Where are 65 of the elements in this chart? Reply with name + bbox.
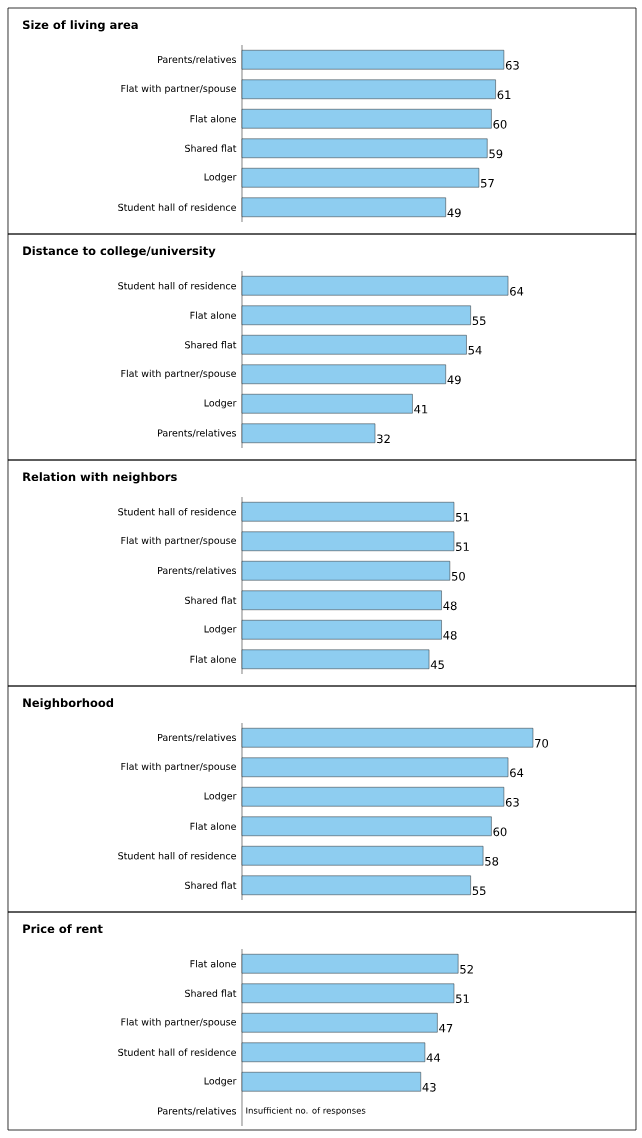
y-tick-label: Flat alone — [190, 115, 236, 123]
y-tick-label: Shared flat — [185, 341, 237, 349]
data-label: 60 — [493, 119, 507, 129]
y-tick-label: Shared flat — [185, 144, 237, 152]
y-tick-label: Lodger — [204, 399, 237, 409]
y-tick-label: Student hall of residence — [118, 203, 236, 211]
data-label: 63 — [505, 797, 519, 807]
data-label: 45 — [430, 660, 444, 669]
text: Price of rent — [23, 924, 103, 934]
text: Relation with neighbors — [23, 472, 177, 484]
y-tick-label: Flat alone — [190, 655, 236, 663]
y-tick-label: Shared flat — [185, 596, 237, 604]
data-label: 50 — [451, 571, 465, 581]
data-label: 51 — [456, 542, 469, 551]
data-label: 43 — [422, 1082, 436, 1092]
y-tick-label: Flat alone — [190, 960, 236, 968]
y-tick-label: Student hall of residence — [118, 508, 236, 516]
y-tick-label: Parents/relatives — [158, 733, 237, 742]
data-label: 32 — [377, 434, 390, 444]
y-tick-label: Lodger — [204, 173, 237, 183]
y-tick-label: Flat with partner/spouse — [121, 369, 236, 379]
data-label: 48 — [443, 630, 457, 640]
y-tick-label: Flat with partner/spouse — [121, 1018, 236, 1028]
text: Distance to college/university — [23, 246, 216, 258]
data-label: 51 — [456, 512, 469, 522]
y-tick-label: Flat with partner/spouse — [121, 84, 236, 94]
data-label: 57 — [481, 178, 494, 188]
text: Neighborhood — [23, 698, 114, 710]
y-tick-label: Shared flat — [185, 881, 237, 889]
y-tick-label: Flat with partner/spouse — [121, 762, 236, 772]
y-tick-label: Lodger — [204, 1077, 237, 1087]
y-tick-label: Shared flat — [185, 989, 237, 997]
text: Size of living area — [23, 20, 138, 32]
data-label: 55 — [472, 316, 486, 325]
y-tick-label: Parents/relatives — [158, 429, 237, 438]
y-tick-label: Lodger — [204, 625, 237, 635]
y-tick-label: Flat alone — [190, 311, 236, 319]
y-tick-label: Parents/relatives — [158, 55, 237, 64]
y-tick-label: Student hall of residence — [118, 852, 236, 860]
y-tick-label: Parents/relatives — [158, 1107, 237, 1116]
annotation: Insufficient no. of responses — [246, 1107, 366, 1116]
data-label: 64 — [510, 286, 524, 296]
data-label: 49 — [447, 208, 461, 218]
data-label: 44 — [426, 1053, 441, 1062]
data-label: 47 — [439, 1023, 453, 1033]
y-tick-label: Student hall of residence — [118, 1048, 236, 1056]
data-label: 70 — [535, 738, 549, 748]
data-label: 55 — [472, 886, 486, 895]
data-label: 48 — [443, 601, 457, 611]
data-label: 49 — [447, 375, 461, 385]
data-label: 52 — [460, 964, 473, 974]
y-tick-label: Lodger — [204, 792, 237, 802]
y-tick-label: Flat with partner/spouse — [121, 536, 236, 546]
data-label: 64 — [510, 768, 524, 778]
data-label: 58 — [485, 856, 499, 866]
data-label: 61 — [497, 90, 511, 100]
data-label: 60 — [493, 827, 507, 837]
data-label: 51 — [456, 994, 469, 1003]
y-tick-label: Flat alone — [190, 822, 236, 830]
data-label: 54 — [468, 345, 482, 355]
y-tick-label: Parents/relatives — [158, 566, 237, 575]
data-label: 41 — [414, 404, 428, 414]
data-label: 63 — [505, 60, 519, 70]
data-label: 59 — [489, 149, 503, 159]
y-tick-label: Student hall of residence — [118, 282, 236, 290]
